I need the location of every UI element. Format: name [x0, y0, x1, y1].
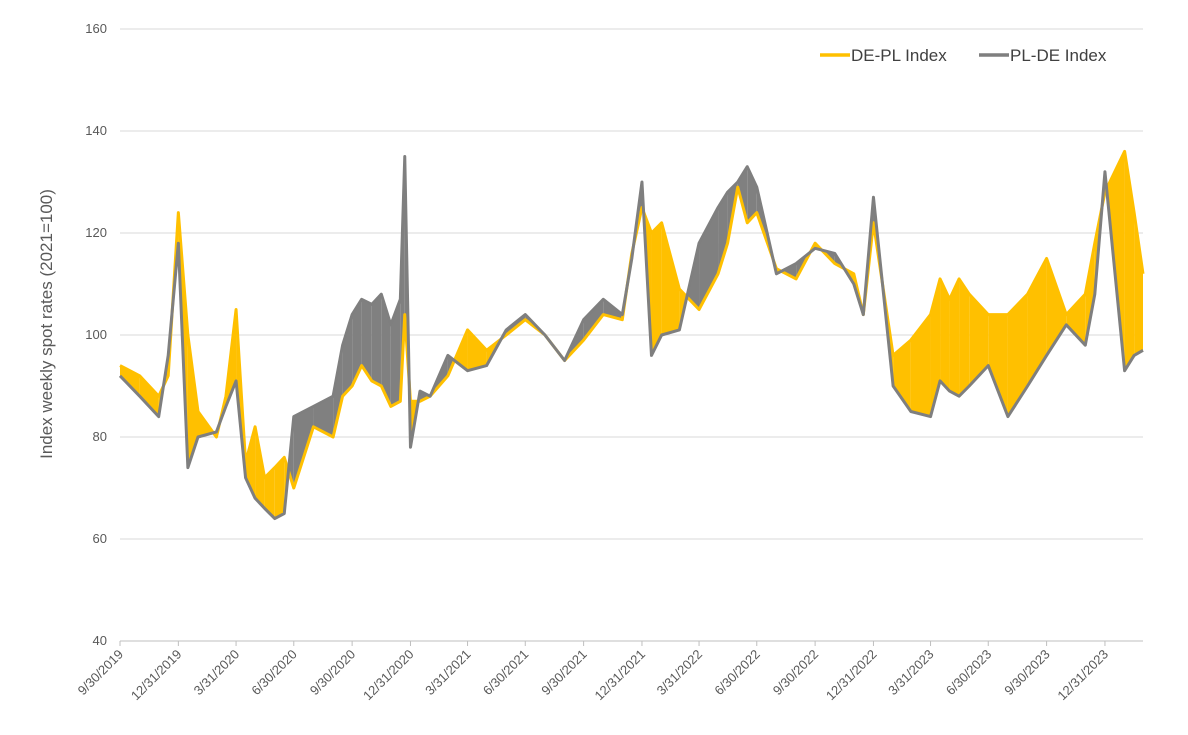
area-segment	[467, 329, 487, 371]
area-segment	[274, 457, 285, 519]
x-tick-label: 9/30/2021	[538, 647, 590, 699]
y-tick-label: 60	[93, 531, 107, 546]
x-tick-label: 12/31/2019	[128, 647, 185, 704]
series-line-de-pl	[119, 149, 1145, 490]
y-tick-label: 120	[85, 225, 107, 240]
area-segment	[1007, 294, 1028, 417]
x-tick-label: 9/30/2020	[307, 647, 359, 699]
x-tick-label: 12/31/2020	[360, 647, 417, 704]
series-line-pl-de	[118, 155, 1144, 521]
x-tick-label: 9/30/2019	[75, 647, 127, 699]
y-tick-label: 100	[85, 327, 107, 342]
y-tick-label: 140	[85, 123, 107, 138]
area-segment	[381, 294, 391, 407]
x-tick-label: 3/31/2021	[422, 647, 474, 699]
gridlines	[120, 28, 1143, 540]
area-segment	[1085, 243, 1095, 346]
area-segment	[293, 406, 314, 488]
area-segment	[959, 278, 970, 397]
area-segment	[583, 299, 604, 341]
area-segment	[699, 207, 719, 310]
area-segment	[661, 222, 680, 335]
x-tick-label: 3/31/2022	[654, 647, 706, 699]
area-segment	[910, 314, 931, 417]
area-segment	[969, 294, 989, 386]
x-tick-label: 6/30/2023	[943, 647, 995, 699]
x-tick-label: 12/31/2023	[1054, 647, 1111, 704]
legend-item-de-pl: DE-PL Index	[820, 46, 947, 65]
y-tick-labels: 40 60 80 100 120 140 160	[85, 21, 107, 648]
series-lines	[118, 149, 1145, 521]
area-segment	[333, 345, 343, 437]
area-segment	[1066, 294, 1086, 346]
area-segment	[352, 299, 362, 386]
x-tick-label: 9/30/2022	[770, 647, 822, 699]
area-segment	[893, 340, 911, 412]
area-segment	[139, 375, 159, 417]
area-segment	[930, 278, 941, 417]
x-axis	[119, 640, 1143, 646]
area-segment	[1027, 258, 1047, 386]
area-segment	[781, 263, 797, 279]
area-segment	[313, 396, 334, 437]
area-segment	[187, 335, 199, 468]
y-tick-label: 40	[93, 633, 107, 648]
area-segment	[371, 294, 382, 386]
x-tick-label: 12/31/2022	[823, 647, 880, 704]
x-tick-label: 6/30/2020	[248, 647, 300, 699]
x-tick-label: 3/31/2020	[191, 647, 243, 699]
area-segment	[747, 166, 757, 223]
x-tick-label: 6/30/2022	[711, 647, 763, 699]
area-segment	[361, 299, 372, 381]
legend-item-pl-de: PL-DE Index	[979, 46, 1107, 65]
x-tick-labels: 9/30/2019 12/31/2019 3/31/2020 6/30/2020 9/3…	[75, 647, 1111, 704]
legend-label: PL-DE Index	[1010, 46, 1107, 65]
y-tick-label: 80	[93, 429, 107, 444]
y-axis-title: Index weekly spot rates (2021=100)	[37, 189, 56, 459]
area-segment	[718, 192, 728, 274]
x-tick-label: 12/31/2021	[591, 647, 648, 704]
area-segment	[342, 314, 353, 397]
area-segment	[1134, 212, 1143, 356]
area-segment	[651, 222, 662, 356]
area-segment	[988, 314, 1008, 417]
x-tick-label: 3/31/2023	[885, 647, 937, 699]
area-segment	[949, 278, 960, 397]
legend: DE-PL Index PL-DE Index	[820, 46, 1107, 65]
y-tick-label: 160	[85, 21, 107, 36]
legend-label: DE-PL Index	[851, 46, 947, 65]
area-segment	[264, 467, 275, 519]
area-segment	[390, 299, 401, 407]
x-tick-label: 6/30/2021	[480, 647, 532, 699]
x-tick-label: 9/30/2023	[1001, 647, 1053, 699]
area-segment	[940, 278, 950, 392]
